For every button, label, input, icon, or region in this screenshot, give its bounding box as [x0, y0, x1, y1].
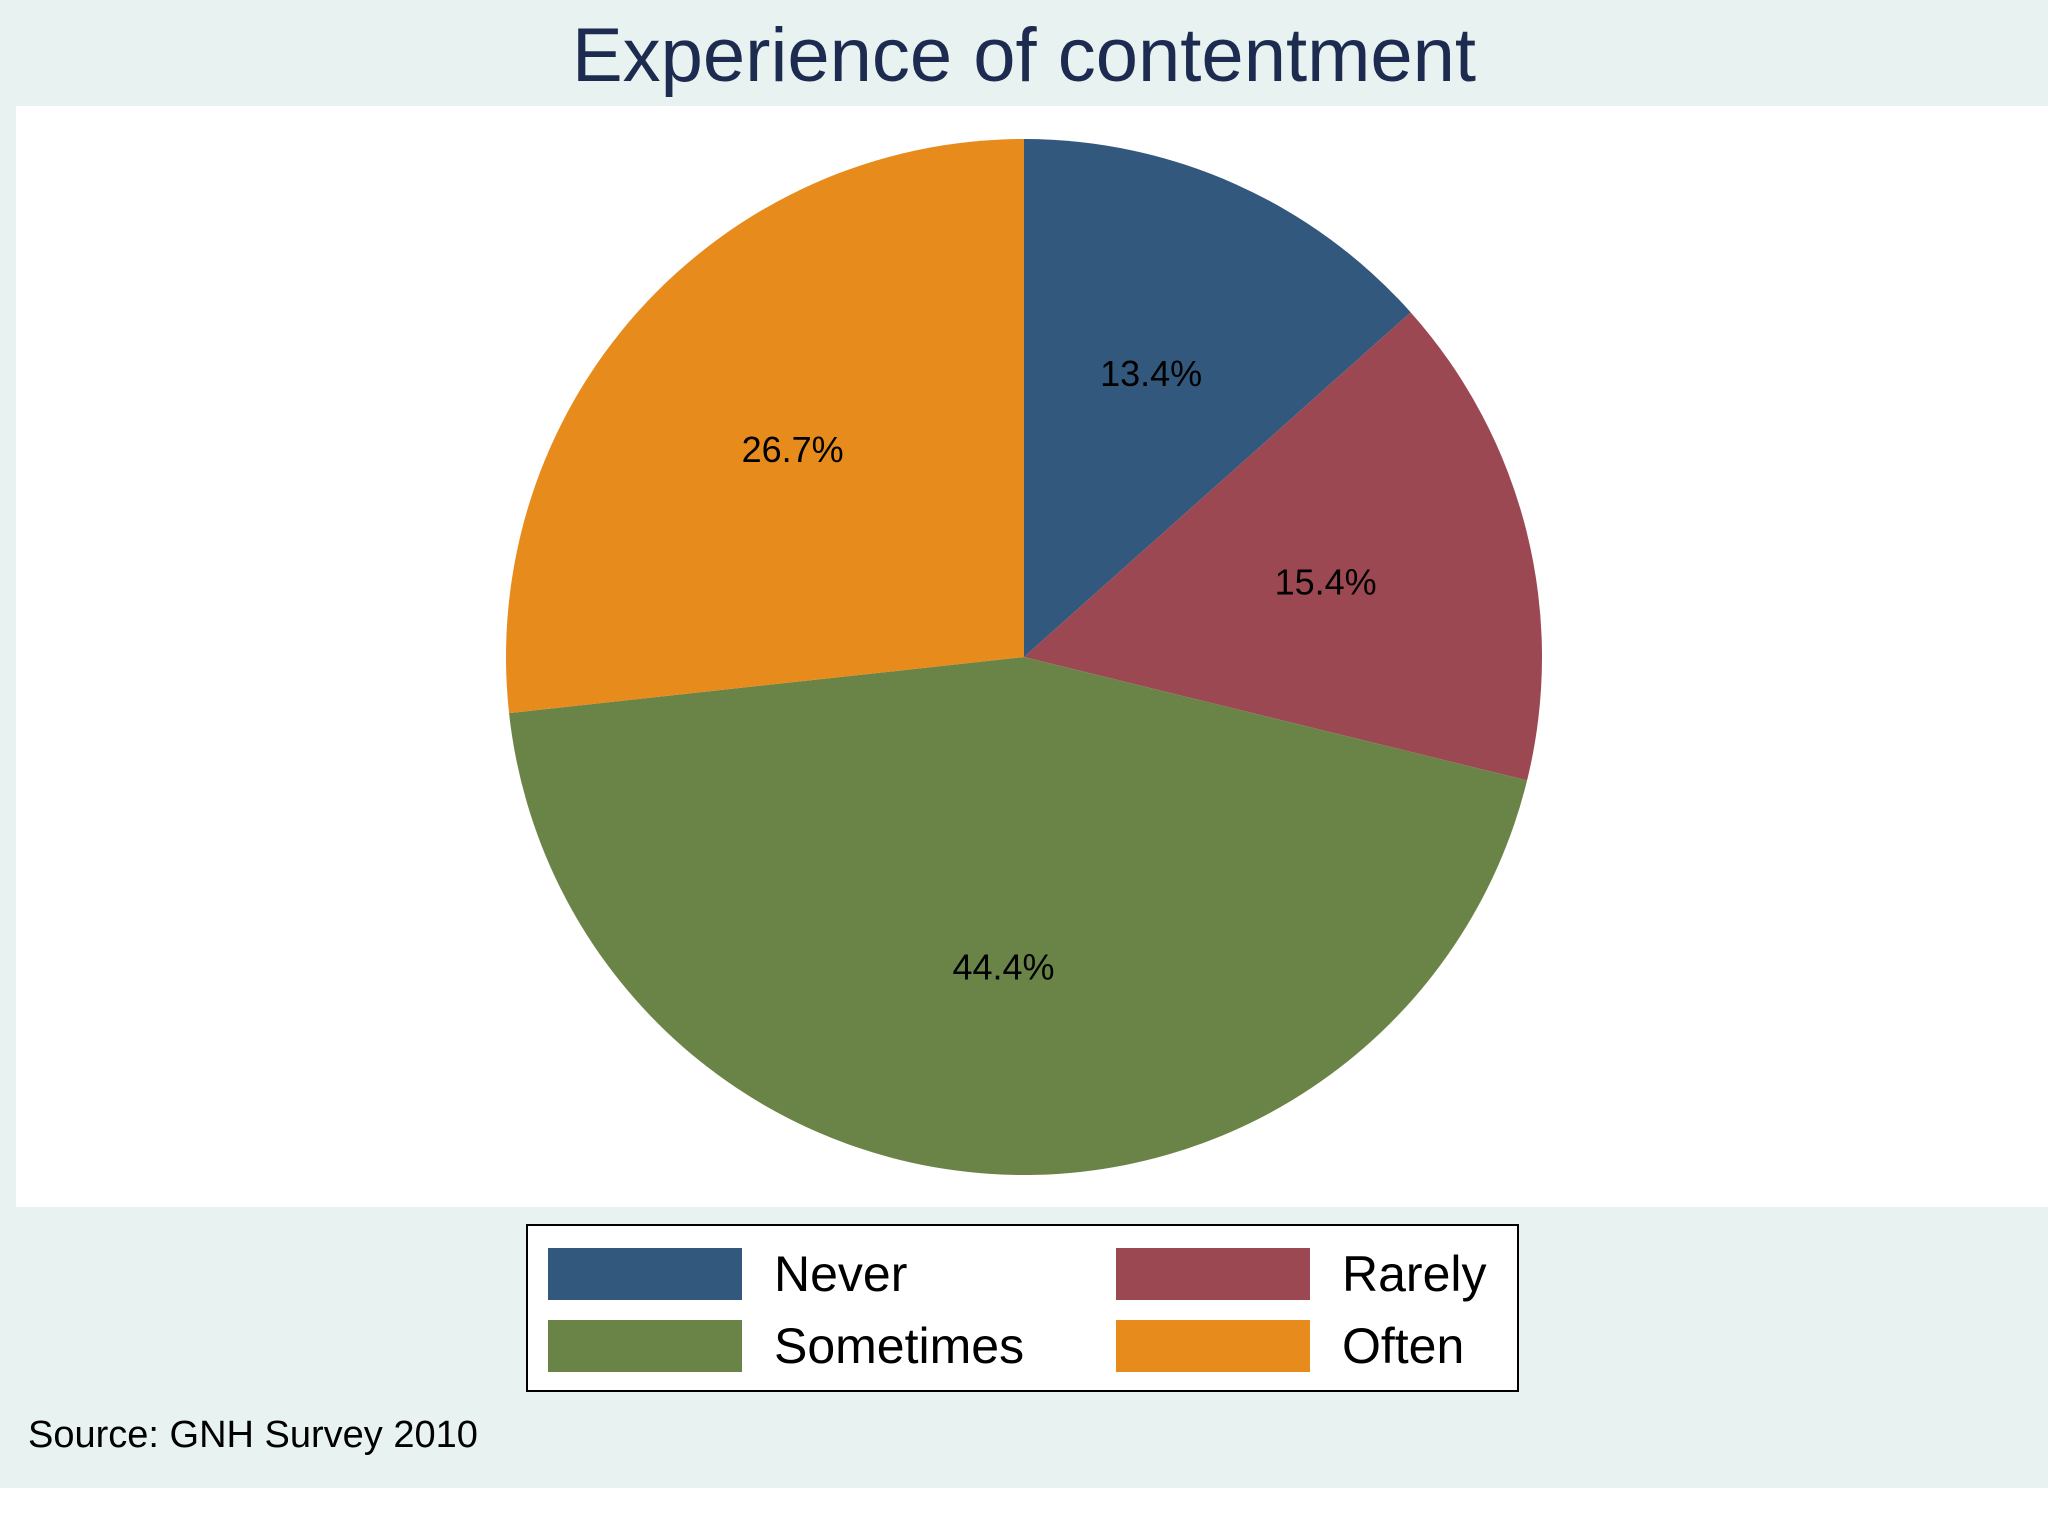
slice-label-rarely: 15.4%: [1275, 562, 1377, 603]
slice-label-never: 13.4%: [1100, 353, 1202, 394]
pie-slices: [506, 139, 1542, 1175]
slice-label-sometimes: 44.4%: [952, 947, 1054, 988]
pie-slice-labels: 13.4% 15.4% 44.4% 26.7%: [742, 353, 1377, 988]
slice-label-often: 26.7%: [742, 429, 844, 470]
legend-swatch-often: [1116, 1320, 1310, 1372]
legend-label-sometimes: Sometimes: [774, 1318, 1025, 1374]
pie-slice-often: [506, 139, 1024, 714]
chart-title: Experience of contentment: [571, 13, 1477, 98]
pie-slice-rarely: [1024, 312, 1542, 781]
legend-label-never: Never: [774, 1246, 908, 1302]
source-note: Source: GNH Survey 2010: [28, 1414, 478, 1456]
chart-figure: Experience of contentment 13.4% 15.4% 44.4…: [0, 0, 2048, 1488]
pie-slice-sometimes: [509, 657, 1528, 1175]
legend-swatch-rarely: [1116, 1248, 1310, 1300]
legend-label-rarely: Rarely: [1342, 1246, 1487, 1302]
legend-label-often: Often: [1342, 1318, 1465, 1374]
chart-legend: Never Rarely Sometimes Often: [526, 1224, 1519, 1392]
plot-area: 13.4% 15.4% 44.4% 26.7%: [16, 106, 2048, 1207]
legend-swatch-never: [548, 1248, 742, 1300]
legend-swatch-sometimes: [548, 1320, 742, 1372]
pie-slice-never: [1024, 139, 1411, 657]
pie-chart: 13.4% 15.4% 44.4% 26.7%: [506, 139, 1542, 1175]
